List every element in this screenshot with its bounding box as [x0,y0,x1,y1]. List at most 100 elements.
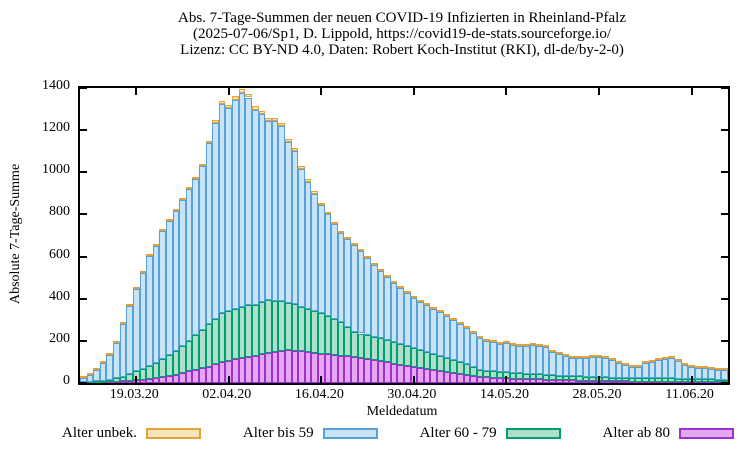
bar-segment [324,354,332,383]
bar-segment [642,363,649,379]
bar-segment [80,375,87,378]
bar-segment [483,340,490,371]
bar-segment [595,357,603,378]
bar-segment [139,379,147,383]
bar-segment [205,143,213,325]
bar-segment [463,375,471,383]
bar-segment [615,361,623,364]
bar-segment [304,179,312,182]
bar-segment [185,189,193,341]
bar-segment [635,365,643,368]
y-tick-mark [80,87,87,89]
bar-segment [701,368,709,380]
bar-segment [417,299,424,302]
bar-segment [284,138,292,142]
bar-segment [357,357,365,383]
bar-segment [443,372,451,383]
x-tick-label: 02.04.20 [202,387,252,402]
y-tick-mark [721,382,728,384]
bar-segment [569,355,576,358]
y-tick-mark [80,129,87,132]
bar-segment [483,338,490,341]
bar-segment [496,377,504,383]
bar-segment [337,233,345,322]
bar-segment [456,321,464,324]
bar-segment [364,256,371,259]
bar-segment [304,309,312,353]
bar-segment [661,378,669,382]
bar-segment [265,353,272,383]
bar-segment [496,342,504,345]
bar-segment [463,328,471,365]
legend-entry-ab80: Alter ab 80 [603,425,734,442]
x-tick-mark [227,88,230,95]
bar-segment [331,222,338,225]
x-tick-mark [505,88,508,95]
bar-segment [113,378,120,382]
bar-segment [106,353,114,356]
y-tick-mark [721,171,728,174]
bar-segment [258,301,266,355]
bar-segment [126,304,133,307]
bar-segment [99,363,107,381]
legend-swatch-unbek-icon [145,428,201,439]
x-axis-title: Meldedatum [366,404,438,419]
bar-segment [152,243,160,246]
bar-segment [655,378,662,382]
bar-segment [218,361,226,383]
y-tick-mark [721,297,728,300]
y-tick-mark [80,255,87,258]
bar-segment [331,318,338,356]
bar-segment [351,356,358,383]
bar-segment [595,355,603,358]
bar-segment [516,378,524,383]
bar-segment [708,368,715,380]
bar-segment [159,359,166,377]
bar-segment [529,373,537,380]
bar-segment [218,100,226,105]
bar-segment [146,378,153,383]
bar-segment [377,268,385,271]
bar-segment [622,377,629,382]
bar-segment [575,376,583,381]
bar-segment [225,104,233,109]
legend-label-60-79: Alter 60 - 79 [419,425,497,441]
bar-segment [238,92,246,308]
bar-segment [146,254,153,257]
bar-segment [470,333,477,368]
bar-segment [569,376,576,381]
bar-segment [384,340,391,363]
bar-segment [324,212,332,215]
bar-segment [179,373,186,383]
bar-segment [404,345,411,367]
bar-segment [212,122,219,319]
bar-segment [304,352,312,383]
bar-segment [225,311,233,361]
bar-segment [450,319,457,361]
bar-segment [602,356,609,359]
bar-segment [99,380,107,383]
bar-segment [688,365,695,368]
bar-segment [139,369,147,380]
bar-segment [212,119,219,123]
bar-segment [714,369,722,380]
bar-segment [516,373,524,379]
bar-segment [483,370,490,378]
bar-segment [119,376,127,382]
bar-segment [344,239,352,327]
bar-segment [443,316,451,359]
bar-segment [536,345,543,375]
bar-segment [185,340,193,372]
legend-label-ab80: Alter ab 80 [602,425,670,441]
bar-segment [470,331,477,334]
bar-segment [635,367,643,378]
bar-segment [337,231,345,234]
y-tick-label: 800 [49,204,70,220]
bar-segment [668,356,676,359]
bar-segment [384,362,391,383]
bar-segment [694,368,702,379]
bar-segment [172,374,180,383]
bar-segment [318,313,325,354]
x-tick-mark [690,88,693,95]
bar-segment [615,381,623,383]
